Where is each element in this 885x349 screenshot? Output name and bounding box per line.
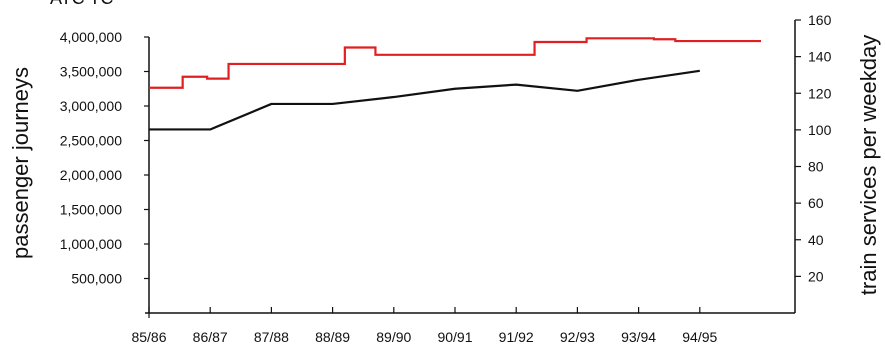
x-axis-tick-label: 88/89 bbox=[315, 329, 350, 345]
right-axis-tick-label: 40 bbox=[808, 232, 824, 248]
right-axis-tick-label: 60 bbox=[808, 195, 824, 211]
right-axis-tick-label: 100 bbox=[808, 122, 832, 138]
right-axis-tick-label: 20 bbox=[808, 268, 824, 284]
x-axis-tick-label: 94/95 bbox=[682, 329, 717, 345]
right-axis-tick-label: 120 bbox=[808, 85, 832, 101]
x-axis-tick-label: 91/92 bbox=[499, 329, 534, 345]
passenger-journeys-line bbox=[149, 69, 700, 131]
x-axis-tick-label: 89/90 bbox=[376, 329, 411, 345]
right-axis-tick-label: 140 bbox=[808, 49, 832, 65]
x-axis-tick-label: 92/93 bbox=[560, 329, 595, 345]
x-axis-tick-label: 93/94 bbox=[621, 329, 656, 345]
right-y-axis: 20 40 60 80 100 120 140 160 bbox=[794, 12, 832, 313]
left-axis-tick-label: 1,000,000 bbox=[60, 236, 122, 252]
left-axis-tick-label: 500,000 bbox=[71, 271, 122, 287]
left-y-axis: 500,000 1,000,000 1,500,000 2,000,000 2,500,… bbox=[60, 29, 150, 313]
train-services-step-line bbox=[149, 37, 761, 89]
left-axis-tick-label: 3,000,000 bbox=[60, 98, 122, 114]
x-axis-tick-label: 86/87 bbox=[193, 329, 228, 345]
left-axis-tick-label: 4,000,000 bbox=[60, 29, 122, 45]
series-layer bbox=[149, 37, 761, 131]
chart-title-fragment: ATC TC bbox=[50, 0, 113, 8]
x-axis-tick-label: 87/88 bbox=[254, 329, 289, 345]
x-axis: 85/86 86/87 87/88 88/89 89/90 90/91 91/92 92/93… bbox=[131, 307, 795, 345]
left-axis-tick-label: 1,500,000 bbox=[60, 202, 122, 218]
right-axis-tick-label: 80 bbox=[808, 159, 824, 175]
x-axis-tick-label: 90/91 bbox=[437, 329, 472, 345]
left-y-axis-label: passenger journeys bbox=[8, 67, 33, 259]
x-axis-tick-label: 85/86 bbox=[131, 329, 166, 345]
left-axis-tick-label: 2,000,000 bbox=[60, 167, 122, 183]
left-axis-tick-label: 2,500,000 bbox=[60, 133, 122, 149]
right-y-axis-label: train services per weekday bbox=[856, 35, 881, 295]
right-axis-tick-label: 160 bbox=[808, 12, 832, 28]
left-axis-tick-label: 3,500,000 bbox=[60, 64, 122, 80]
